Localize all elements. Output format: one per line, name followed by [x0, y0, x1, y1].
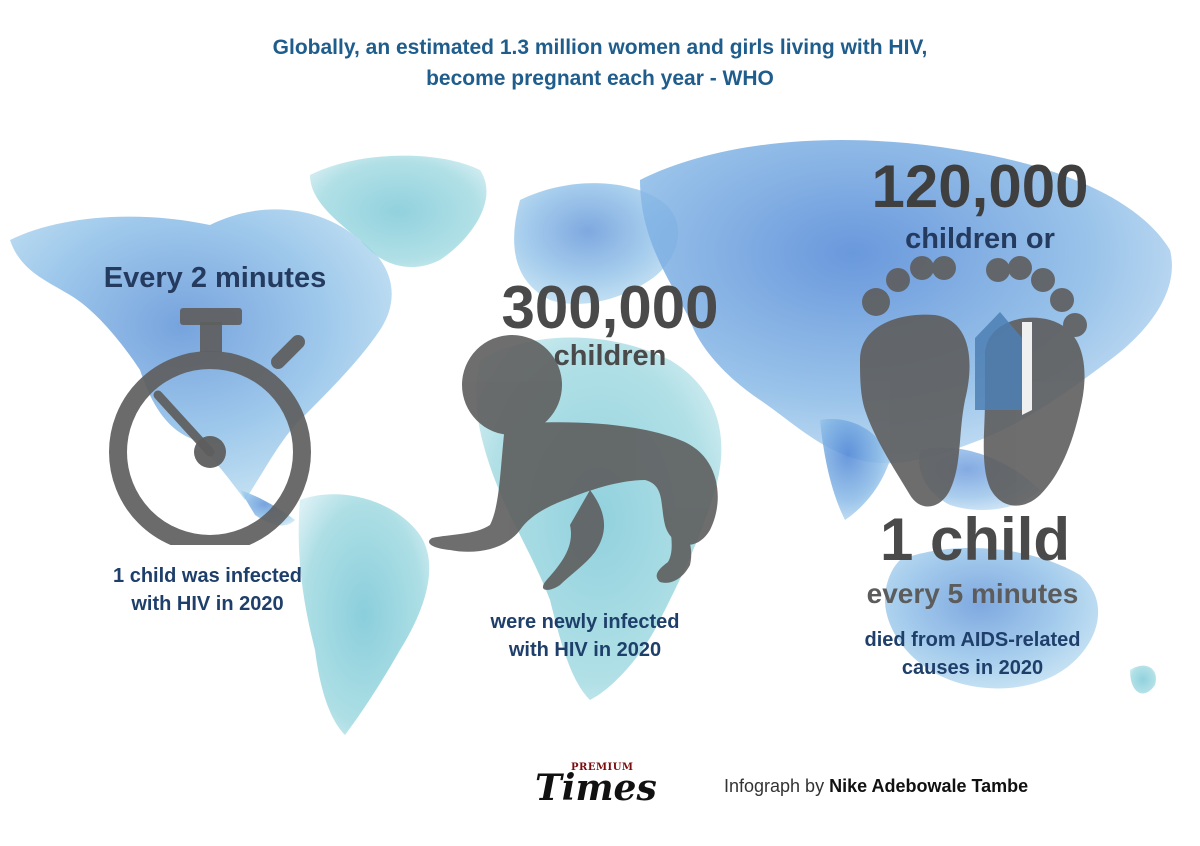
left-panel-caption: 1 child was infected with HIV in 2020 [55, 562, 360, 618]
left-caption-line-2: with HIV in 2020 [131, 593, 284, 615]
logo-premium-text: PREMIUM [571, 762, 634, 773]
credit-name: Nike Adebowale Tambe [829, 776, 1029, 796]
australia-shape [885, 548, 1099, 689]
middle-caption-line-2: with HIV in 2020 [508, 639, 662, 661]
new-zealand-shape [1130, 665, 1156, 694]
crawling-baby-icon [429, 335, 718, 590]
infograph-credit: Infograph by Nike Adebowale Tambe [724, 776, 1144, 797]
middle-panel-caption: were newly infected with HIV in 2020 [445, 608, 725, 664]
stopwatch-icon [109, 308, 311, 545]
middle-panel-unit: children [553, 340, 667, 372]
middle-caption-line-1: were newly infected [490, 611, 680, 633]
right-panel-number: 120,000 [871, 153, 1089, 220]
right-panel-unit: children or [905, 223, 1055, 255]
left-panel-title: Every 2 minutes [103, 262, 327, 294]
europe-shape [514, 183, 679, 304]
south-america-shape [298, 494, 430, 735]
right-caption-line-2: causes in 2020 [901, 657, 1044, 679]
left-caption-line-1: 1 child was infected [113, 565, 302, 587]
credit-prefix: Infograph by [724, 776, 825, 796]
right-panel-caption: died from AIDS-related causes in 2020 [820, 626, 1125, 682]
india-shape [820, 419, 890, 520]
logo-times-text: Times [535, 767, 657, 809]
right-caption-line-1: died from AIDS-related [864, 629, 1081, 651]
right-panel-rate-big: 1 child [879, 506, 1071, 573]
premium-times-logo: PREMIUM Times [535, 762, 670, 812]
greenland-shape [310, 155, 487, 268]
headline-line-1: Globally, an estimated 1.3 million women… [272, 36, 928, 59]
baby-footprints-icon [860, 256, 1087, 507]
middle-panel-number: 300,000 [501, 274, 719, 341]
headline: Globally, an estimated 1.3 million women… [0, 32, 1200, 94]
headline-line-2: become pregnant each year - WHO [426, 67, 774, 90]
right-panel-rate-small: every 5 minutes [866, 578, 1079, 609]
